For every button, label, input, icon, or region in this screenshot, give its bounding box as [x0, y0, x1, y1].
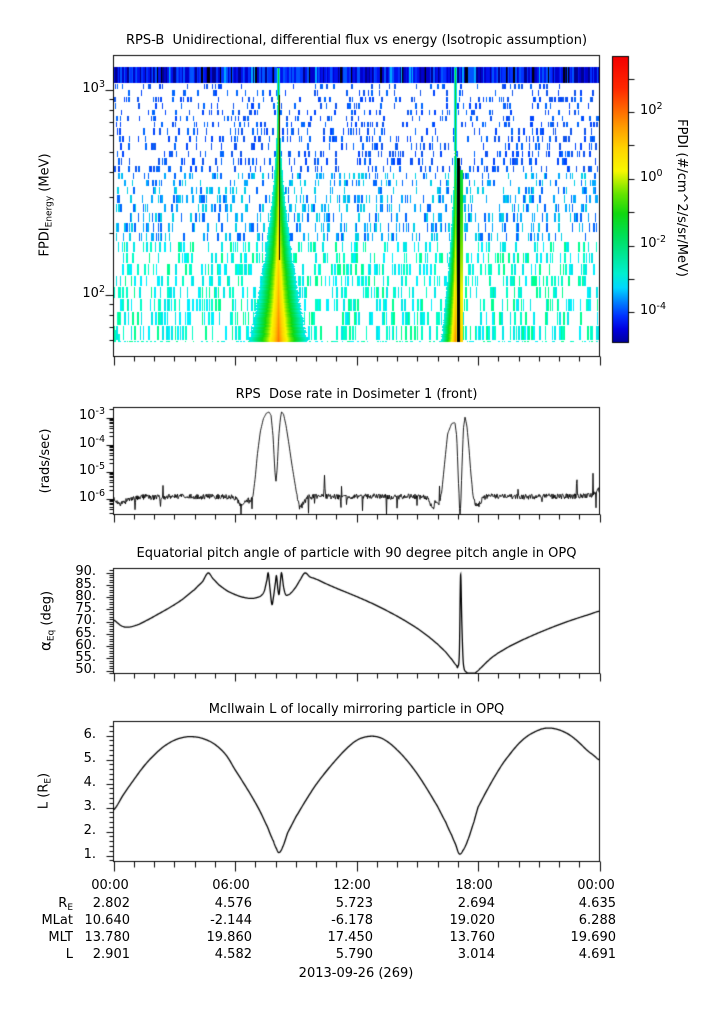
- table-cell: 13.760: [449, 930, 496, 945]
- pitch-ytick-80: 80.: [75, 589, 96, 604]
- colorbar-tick-1e-2: 10-2: [640, 234, 667, 253]
- colorbar-tick-1e0: 100: [640, 168, 663, 187]
- time-label-0000b: 00:00: [577, 878, 615, 893]
- lshell-ytick-5: 5.: [83, 751, 96, 766]
- table-cell: 4.691: [578, 947, 616, 962]
- dose-ytick-1e-5: 10-5: [50, 461, 105, 480]
- dose-ytick-1e-4: 10-4: [50, 434, 105, 453]
- date-label: 2013-09-26 (269): [298, 966, 414, 981]
- table-rowlabel-re: RE: [23, 896, 73, 913]
- rowlabel-main: MLT: [48, 930, 73, 945]
- rowlabel-main: L: [65, 947, 73, 962]
- rowlabel-main: MLat: [41, 913, 73, 928]
- pitch-ytick-90: 90.: [75, 564, 96, 579]
- colorbar-label-text: FPDI (#/cm^2/s/sr/MeV): [674, 119, 689, 277]
- pitch-ytick-50: 50.: [75, 662, 96, 677]
- pitch-panel-title: Equatorial pitch angle of particle with …: [136, 546, 577, 561]
- table-rowlabel-mlat: MLat: [23, 913, 73, 930]
- table-cell: 5.790: [335, 947, 373, 962]
- rowlabel-main: R: [58, 896, 68, 911]
- lshell-ytick-1: 1.: [83, 847, 96, 862]
- table-cell: 19.690: [570, 930, 617, 945]
- rowlabel-sub: E: [67, 903, 73, 913]
- colorbar-tick-1e-4: 10-4: [640, 301, 667, 320]
- colorbar-tick-1e2: 102: [640, 101, 663, 120]
- tick-exp: -4: [656, 301, 667, 312]
- tick-base: 10: [78, 408, 96, 423]
- flux-panel-title: RPS-B Unidirectional, differential flux …: [125, 33, 588, 48]
- table-cell: 2.802: [92, 896, 130, 911]
- dose-ytick-1e-6: 10-6: [50, 488, 105, 507]
- lshell-ytick-3: 3.: [83, 799, 96, 814]
- tick-base: 10: [78, 490, 96, 505]
- table-cell: 4.635: [578, 896, 616, 911]
- table-cell: 10.640: [84, 913, 131, 928]
- dose-ytick-1e-3: 10-3: [50, 406, 105, 425]
- pitch-ytick-75: 75.: [75, 601, 96, 616]
- table-cell: 4.582: [214, 947, 252, 962]
- table-cell: 17.450: [327, 930, 374, 945]
- table-cell: 19.860: [206, 930, 253, 945]
- table-cell: 4.576: [214, 896, 252, 911]
- table-cell: -2.144: [210, 913, 252, 928]
- table-cell: 19.020: [449, 913, 496, 928]
- tick-exp: 0: [656, 168, 663, 179]
- flux-ylabel-unit: (MeV): [37, 153, 53, 196]
- table-cell: 3.014: [457, 947, 495, 962]
- table-rowlabel-l: L: [23, 947, 73, 964]
- tick-exp: 3: [98, 79, 105, 90]
- lshell-ytick-4: 4.: [83, 775, 96, 790]
- table-cell: 6.288: [578, 913, 616, 928]
- flux-ytick-1000: 103: [50, 79, 105, 98]
- tick-base: 10: [78, 436, 96, 451]
- tick-base: 10: [640, 236, 657, 251]
- tick-base: 10: [82, 81, 99, 96]
- flux-ytick-100: 102: [50, 284, 105, 303]
- tick-exp: -4: [95, 434, 105, 445]
- time-label-1800: 18:00: [455, 878, 493, 893]
- tick-exp: -5: [95, 461, 105, 472]
- flux-ylabel: FPDIEnergy (MeV): [38, 153, 55, 256]
- tick-base: 10: [640, 303, 657, 318]
- pitch-ytick-70: 70.: [75, 613, 96, 628]
- colorbar-label: FPDI (#/cm^2/s/sr/MeV): [673, 119, 689, 277]
- tick-exp: -3: [95, 406, 105, 417]
- tick-exp: -6: [95, 488, 105, 499]
- table-cell: 13.780: [84, 930, 131, 945]
- pitch-ytick-85: 85.: [75, 577, 96, 592]
- flux-ylabel-main: FPDI: [37, 227, 53, 257]
- flux-ylabel-sub: Energy: [44, 195, 55, 228]
- tick-base: 10: [640, 103, 657, 118]
- lshell-panel-title: McIlwain L of locally mirroring particle…: [208, 702, 505, 717]
- time-label-0000a: 00:00: [91, 878, 129, 893]
- table-cell: 2.901: [92, 947, 130, 962]
- table-rowlabel-mlt: MLT: [23, 930, 73, 947]
- dose-panel-title: RPS Dose rate in Dosimeter 1 (front): [235, 387, 478, 402]
- pitch-ytick-55: 55.: [75, 650, 96, 665]
- lshell-ytick-6: 6.: [83, 727, 96, 742]
- pitch-ytick-60: 60.: [75, 638, 96, 653]
- pitch-ytick-65: 65.: [75, 626, 96, 641]
- tick-base: 10: [640, 170, 657, 185]
- tick-base: 10: [78, 463, 96, 478]
- table-cell: -6.178: [331, 913, 373, 928]
- tick-base: 10: [82, 286, 99, 301]
- tick-exp: 2: [656, 101, 663, 112]
- tick-exp: 2: [98, 284, 105, 295]
- lshell-ytick-2: 2.: [83, 823, 96, 838]
- time-label-0600: 06:00: [212, 878, 250, 893]
- table-cell: 2.694: [457, 896, 495, 911]
- tick-exp: -2: [656, 234, 667, 245]
- table-cell: 5.723: [335, 896, 373, 911]
- time-label-1200: 12:00: [333, 878, 371, 893]
